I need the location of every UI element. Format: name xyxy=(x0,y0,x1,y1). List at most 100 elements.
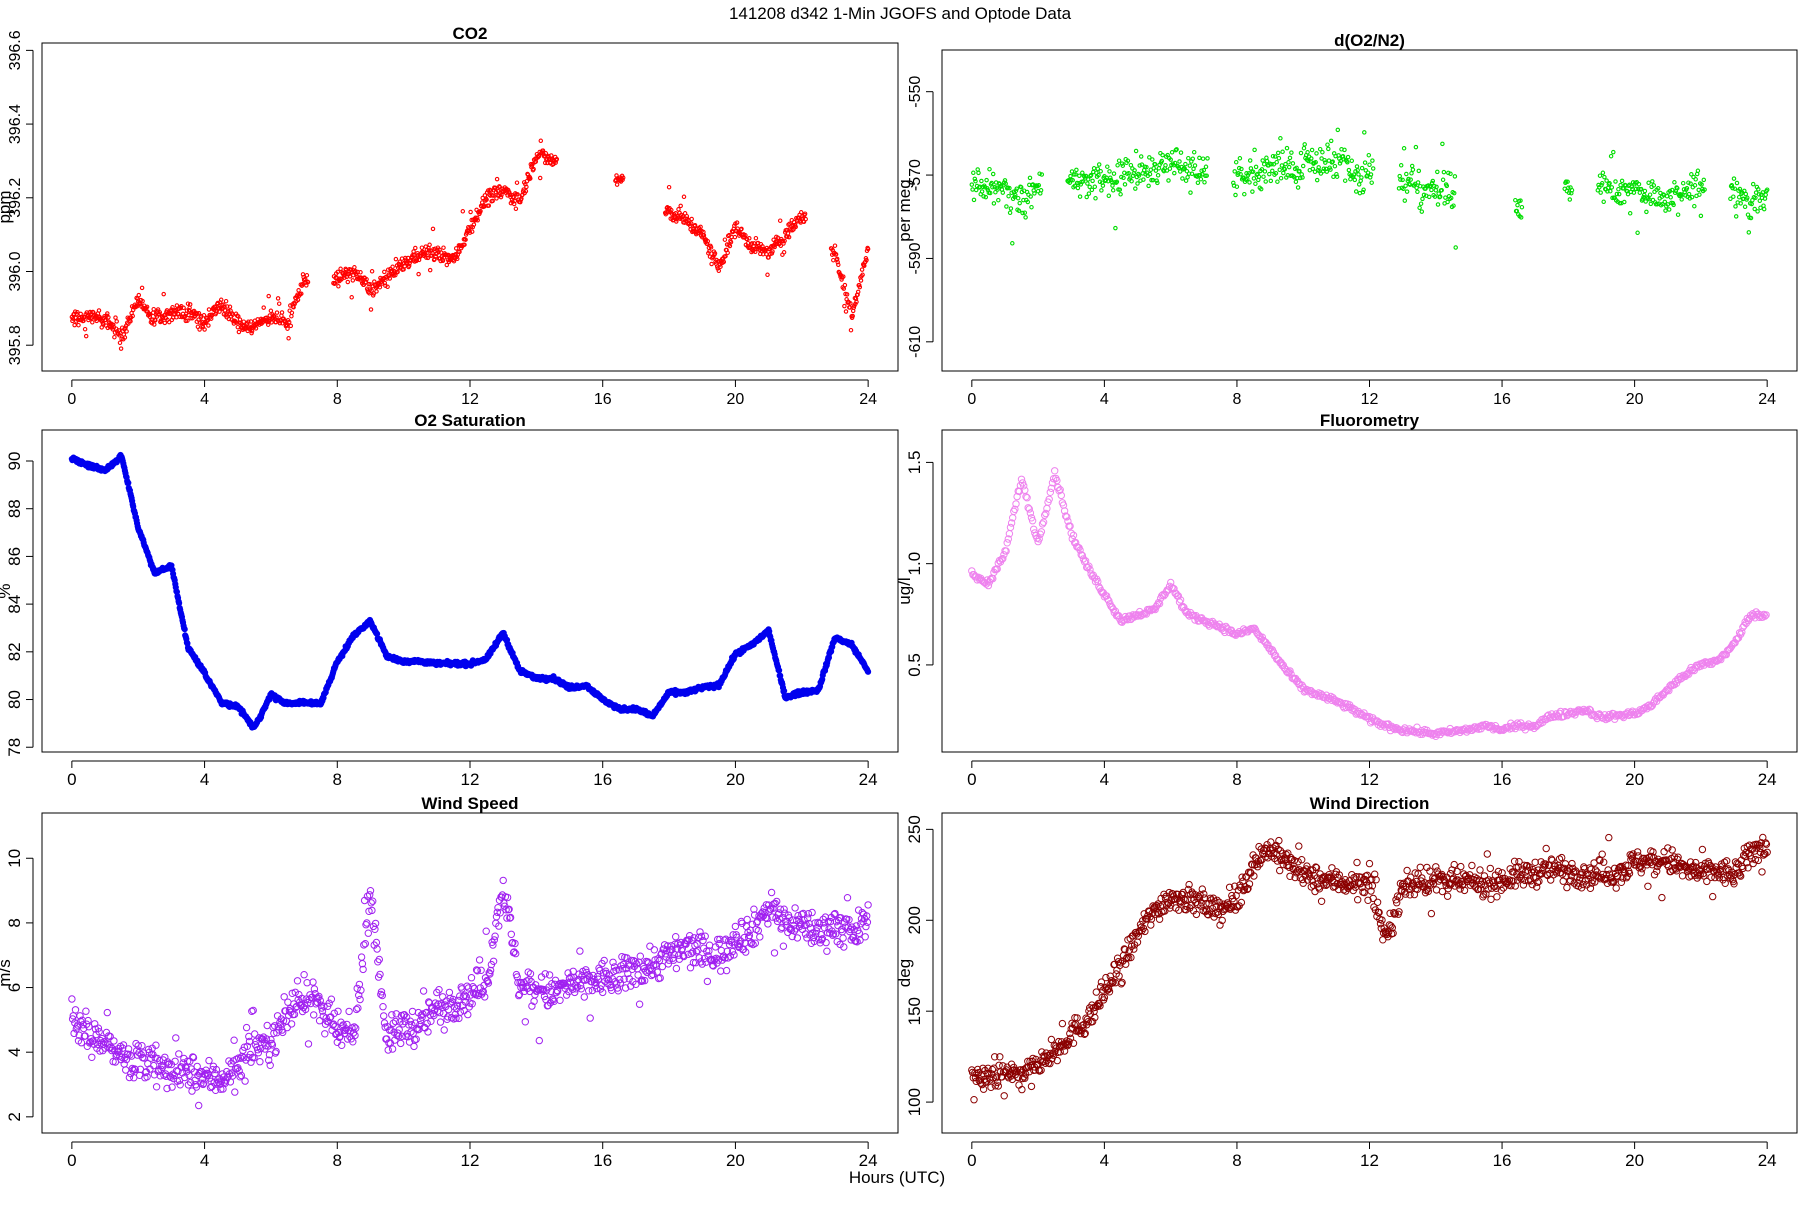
data-point xyxy=(1398,174,1401,177)
data-point xyxy=(1743,205,1746,208)
data-point xyxy=(1114,226,1117,229)
data-point xyxy=(1568,198,1571,201)
data-point xyxy=(1303,143,1306,146)
data-point xyxy=(365,930,371,936)
data-point xyxy=(1302,164,1305,167)
data-point xyxy=(1440,189,1443,192)
data-point xyxy=(1620,179,1623,182)
data-point xyxy=(1405,190,1408,193)
data-point xyxy=(104,1009,110,1015)
data-point xyxy=(97,309,100,312)
data-point xyxy=(83,328,86,331)
data-point xyxy=(1664,209,1667,212)
data-point xyxy=(1119,193,1122,196)
data-point xyxy=(1449,172,1452,175)
y-tick-label: 396.6 xyxy=(7,30,24,70)
data-point xyxy=(988,168,991,171)
data-point xyxy=(238,318,241,321)
x-tick-label: 0 xyxy=(967,391,976,408)
data-point xyxy=(198,328,201,331)
data-point xyxy=(1363,131,1366,134)
x-tick-label: 8 xyxy=(1232,391,1241,408)
data-point xyxy=(1414,145,1417,148)
data-point xyxy=(1086,182,1089,185)
data-point xyxy=(677,208,680,211)
data-point xyxy=(1235,185,1238,188)
data-point xyxy=(1186,176,1189,179)
data-point xyxy=(1408,183,1411,186)
data-point xyxy=(1629,212,1632,215)
data-point xyxy=(368,900,374,906)
data-point xyxy=(1299,151,1302,154)
data-point xyxy=(1369,173,1372,176)
data-point xyxy=(1184,162,1187,165)
data-point xyxy=(1410,172,1413,175)
data-point xyxy=(1099,170,1102,173)
data-point xyxy=(974,180,977,183)
data-point xyxy=(1136,182,1139,185)
data-point xyxy=(849,329,852,332)
x-tick-label: 16 xyxy=(594,391,612,408)
data-point xyxy=(362,941,368,947)
y-tick-label: 6 xyxy=(5,983,24,992)
data-point xyxy=(1279,137,1282,140)
data-point xyxy=(1007,524,1013,530)
data-point xyxy=(465,985,471,991)
data-point xyxy=(1643,189,1646,192)
data-point xyxy=(337,285,340,288)
data-point xyxy=(980,179,983,182)
data-point xyxy=(1417,169,1420,172)
data-point xyxy=(1306,151,1309,154)
data-point xyxy=(461,210,464,213)
data-point xyxy=(1239,173,1242,176)
data-point xyxy=(1436,170,1439,173)
data-point xyxy=(113,336,116,339)
data-point xyxy=(106,312,109,315)
data-point xyxy=(1441,142,1444,145)
data-point xyxy=(1078,195,1081,198)
data-point xyxy=(1140,155,1143,158)
data-point xyxy=(304,980,310,986)
x-tick-label: 4 xyxy=(200,770,209,789)
data-point xyxy=(1100,189,1103,192)
data-point xyxy=(269,309,272,312)
data-point xyxy=(1203,181,1206,184)
data-point xyxy=(1298,169,1301,172)
data-point xyxy=(1762,204,1765,207)
data-point xyxy=(1598,174,1601,177)
data-point xyxy=(1636,231,1639,234)
data-point xyxy=(1420,210,1423,213)
data-point xyxy=(189,303,192,306)
data-point xyxy=(1693,205,1696,208)
data-point xyxy=(1288,156,1291,159)
data-point xyxy=(1516,203,1519,206)
figure-title: 141208 d342 1-Min JGOFS and Optode Data xyxy=(729,4,1072,23)
data-point xyxy=(339,267,342,270)
data-point xyxy=(1400,164,1403,167)
data-point xyxy=(389,1012,395,1018)
x-tick-label: 0 xyxy=(67,770,76,789)
data-point xyxy=(140,286,143,289)
data-point xyxy=(346,1008,352,1014)
data-point xyxy=(748,237,751,240)
data-point xyxy=(1332,175,1335,178)
data-point xyxy=(1024,216,1027,219)
x-tick-label: 12 xyxy=(461,1151,480,1170)
data-point xyxy=(1673,181,1676,184)
data-point xyxy=(85,334,88,337)
data-point xyxy=(1344,179,1347,182)
data-point xyxy=(667,186,670,189)
data-point xyxy=(1346,155,1349,158)
data-point xyxy=(483,928,489,934)
data-point xyxy=(1235,161,1238,164)
data-point xyxy=(1142,178,1145,181)
data-point xyxy=(391,265,394,268)
data-point xyxy=(118,341,121,344)
data-point xyxy=(1279,177,1282,180)
data-point xyxy=(1764,193,1767,196)
panel-title-do2n2: d(O2/N2) xyxy=(1334,31,1405,50)
data-point xyxy=(1418,206,1421,209)
data-point xyxy=(267,294,270,297)
data-point xyxy=(1419,202,1422,205)
data-point xyxy=(1357,173,1360,176)
